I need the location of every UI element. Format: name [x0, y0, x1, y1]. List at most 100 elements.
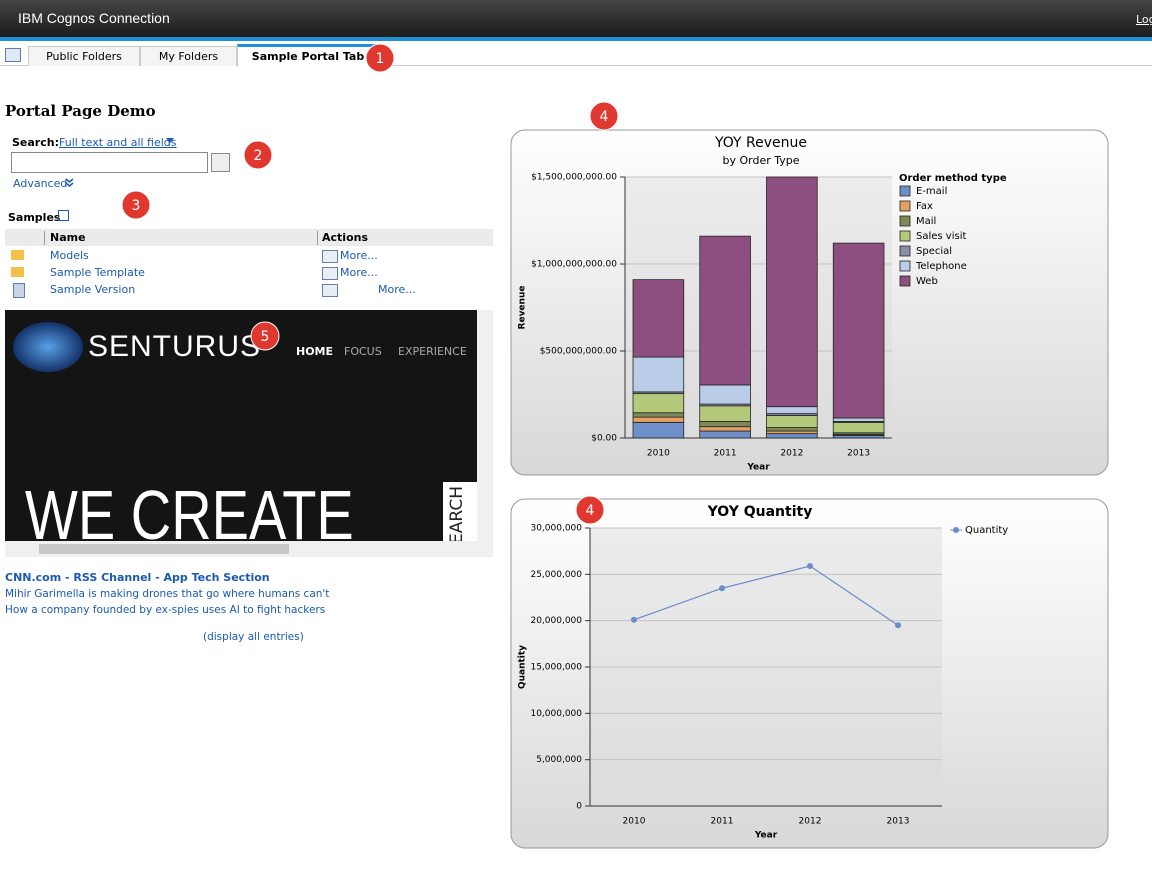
bar-segment: [766, 176, 818, 408]
rss-item[interactable]: How a company founded by ex-spies uses A…: [5, 604, 326, 616]
bar-segment: [832, 421, 885, 434]
callout-number: 4: [586, 503, 595, 519]
open-icon[interactable]: [58, 210, 69, 221]
column-header: Actions: [322, 231, 368, 244]
callout-number: 4: [600, 109, 609, 125]
sample-link[interactable]: Sample Template: [50, 266, 145, 279]
bar-segment: [832, 434, 885, 439]
callout-badge: [575, 495, 605, 525]
bar-segment: [632, 412, 685, 418]
legend-swatch: [899, 200, 911, 212]
y-tick-label: 20,000,000: [530, 616, 582, 626]
chart-panel: [510, 129, 1109, 476]
bar-segment: [632, 279, 685, 358]
sample-link[interactable]: Sample Version: [50, 283, 136, 296]
x-tick-label: 2012: [780, 449, 803, 459]
legend-label: Special: [916, 246, 952, 257]
legend-label: Web: [916, 276, 938, 287]
legend-swatch: [899, 215, 911, 227]
bar-segment: [766, 406, 818, 415]
data-line: [633, 565, 899, 626]
more-link[interactable]: More...: [378, 283, 416, 296]
side-tab[interactable]: EARCH: [443, 482, 477, 541]
y-tick-label: 0: [576, 802, 582, 812]
app-title: IBM Cognos Connection: [18, 10, 170, 26]
folder-icon: [11, 267, 24, 277]
legend-swatch: [899, 260, 911, 272]
legend-label: Telephone: [915, 261, 967, 272]
more-link[interactable]: More...: [340, 266, 378, 279]
v-scrollbar[interactable]: [477, 310, 493, 541]
bar-segment: [632, 391, 685, 395]
y-tick-label: 30,000,000: [530, 524, 582, 534]
web-frame: SENTURUS HOME FOCUS EXPERIENCE WE CREATE…: [5, 310, 477, 541]
legend-label: Fax: [916, 201, 933, 212]
rss-more[interactable]: (display all entries): [203, 631, 304, 643]
data-point: [719, 585, 725, 592]
y-tick-label: $500,000,000.00: [540, 347, 618, 357]
advanced-link[interactable]: Advanced: [13, 177, 68, 190]
col-sep: [44, 231, 45, 245]
x-tick-label: 2012: [799, 817, 822, 827]
dropdown-arrow[interactable]: [166, 138, 174, 144]
header-accent: [0, 37, 1152, 41]
legend-label: Mail: [916, 216, 936, 227]
bar-segment: [832, 242, 885, 419]
nav-item[interactable]: EXPERIENCE: [398, 345, 467, 358]
nav-item[interactable]: FOCUS: [344, 345, 382, 358]
bar-segment: [699, 403, 751, 407]
rss-title[interactable]: CNN.com - RSS Channel - App Tech Section: [5, 571, 270, 584]
chart-title: YOY Revenue: [714, 135, 807, 151]
x-axis-label: Year: [746, 463, 770, 473]
bar-segment: [632, 356, 685, 393]
folder-icon: [11, 250, 24, 260]
callout-badge: [243, 140, 273, 170]
bar-segment: [699, 421, 751, 428]
nav-item[interactable]: HOME: [296, 345, 334, 358]
action-icon[interactable]: [322, 284, 338, 297]
bar-segment: [699, 405, 751, 422]
col-sep: [317, 231, 318, 245]
h-scrollbar[interactable]: [5, 541, 493, 557]
bar-segment: [832, 417, 885, 422]
hero-text: WE CREATE: [25, 476, 354, 541]
legend-label: Sales visit: [916, 231, 966, 242]
bar-segment: [766, 413, 818, 416]
search-input[interactable]: [11, 152, 208, 173]
y-tick-label: $0.00: [591, 434, 617, 444]
chart-title: YOY Quantity: [707, 504, 813, 520]
table-header: [5, 229, 493, 246]
legend-title: Order method type: [899, 173, 1007, 184]
side-text: EARCH: [447, 486, 467, 541]
bar-segment: [699, 426, 751, 432]
legend-swatch: [899, 275, 911, 287]
y-tick-label: $1,500,000,000.00: [531, 173, 617, 183]
callout-number: 2: [254, 148, 263, 164]
search-scope[interactable]: Full text and all fields: [59, 136, 177, 149]
y-tick-label: 15,000,000: [530, 663, 582, 673]
action-icon[interactable]: [322, 267, 338, 280]
bar-segment: [832, 421, 885, 423]
y-axis-label: Revenue: [518, 286, 528, 330]
rss-item[interactable]: Mihir Garimella is making drones that go…: [5, 588, 330, 600]
logout-link[interactable]: Log Off: [1136, 13, 1152, 26]
bar-segment: [766, 430, 818, 435]
scroll-thumb[interactable]: [39, 544, 289, 554]
action-icon[interactable]: [322, 250, 338, 263]
data-point: [895, 622, 901, 629]
tab-active[interactable]: Sample Portal Tab: [237, 44, 379, 67]
x-tick-label: 2011: [711, 817, 734, 827]
more-link[interactable]: More...: [340, 249, 378, 262]
column-header[interactable]: Name: [50, 231, 86, 244]
legend-swatch: [899, 185, 911, 197]
search-button[interactable]: [211, 153, 230, 172]
tab[interactable]: Public Folders: [28, 46, 140, 66]
tab[interactable]: My Folders: [140, 46, 237, 66]
expand-icon[interactable]: [65, 178, 74, 188]
header-bar: IBM Cognos Connection Log Off: [0, 0, 1152, 37]
data-point: [631, 616, 637, 623]
tab-menu-icon[interactable]: [5, 48, 21, 62]
plot-area: [590, 528, 942, 806]
x-tick-label: 2010: [623, 817, 646, 827]
sample-link[interactable]: Models: [50, 249, 89, 262]
